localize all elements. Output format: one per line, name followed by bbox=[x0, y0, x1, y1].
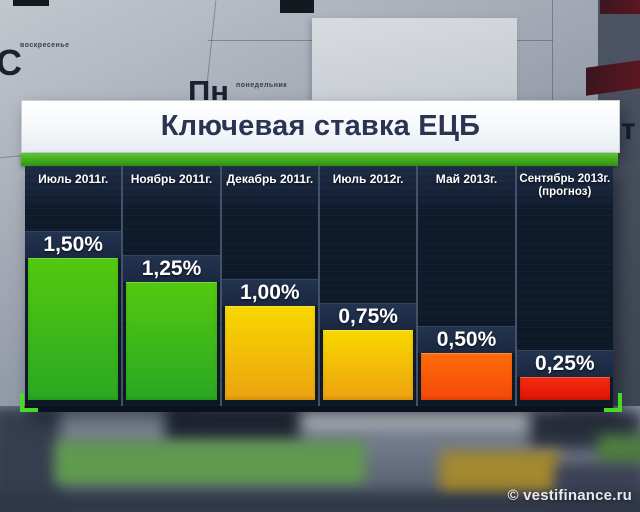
backdrop-label-sunday: воскресенье bbox=[20, 42, 70, 49]
bar-value-label: 0,75% bbox=[319, 303, 417, 330]
title-accent-stripe bbox=[21, 153, 618, 166]
watermark: © vestifinance.ru bbox=[507, 487, 632, 504]
bar bbox=[126, 282, 217, 400]
floor-shape-green bbox=[55, 441, 365, 485]
chart-column: Май 2013г. 0,50% bbox=[416, 166, 515, 406]
bar-value-label: 1,50% bbox=[25, 231, 122, 258]
bar bbox=[519, 377, 610, 400]
chart-column: Июль 2011г. 1,50% bbox=[25, 166, 122, 406]
backdrop-label-monday: понедельник bbox=[236, 82, 288, 89]
floor-shape-yellow bbox=[440, 451, 560, 499]
red-shelf bbox=[600, 0, 640, 14]
backdrop-letter-right: т bbox=[621, 113, 636, 146]
title-panel: Ключевая ставка ЕЦБ bbox=[21, 100, 620, 153]
column-header: Ноябрь 2011г. bbox=[130, 172, 213, 186]
bar bbox=[224, 306, 315, 400]
floor-shape-green bbox=[598, 434, 640, 468]
floor-shape bbox=[165, 406, 300, 444]
bar bbox=[421, 353, 512, 400]
floor-shape bbox=[0, 492, 640, 512]
bar-value-label: 0,25% bbox=[516, 350, 613, 377]
wall-seam bbox=[552, 0, 553, 110]
ceiling-beam bbox=[280, 0, 314, 13]
chart-column: Июль 2012г. 0,75% bbox=[317, 166, 417, 406]
chart-column: Сентябрь 2013г. (прогноз) 0,25% bbox=[514, 166, 613, 406]
bar bbox=[28, 258, 119, 400]
backdrop-letter-sunday: С bbox=[0, 42, 22, 83]
bar bbox=[322, 330, 414, 400]
corner-bracket-left bbox=[20, 393, 38, 412]
bar-chart: Июль 2011г. 1,50% Ноябрь 2011г. 1,25% Де… bbox=[25, 166, 613, 412]
page-title: Ключевая ставка ЕЦБ bbox=[160, 110, 481, 142]
ceiling-beam bbox=[13, 0, 49, 6]
column-header: Май 2013г. bbox=[435, 172, 498, 186]
chart-column: Ноябрь 2011г. 1,25% bbox=[121, 166, 220, 406]
column-header: Сентябрь 2013г. (прогноз) bbox=[519, 173, 611, 199]
column-header: Июль 2012г. bbox=[332, 172, 404, 186]
chart-column: Декабрь 2011г. 1,00% bbox=[219, 166, 318, 406]
studio-floor-blur bbox=[0, 406, 640, 512]
bar-value-label: 1,00% bbox=[221, 279, 318, 306]
bar-value-label: 1,25% bbox=[123, 255, 220, 282]
column-header: Июль 2011г. bbox=[38, 172, 109, 186]
bar-value-label: 0,50% bbox=[418, 326, 515, 353]
column-header: Декабрь 2011г. bbox=[226, 172, 314, 186]
corner-bracket-right bbox=[604, 393, 622, 412]
